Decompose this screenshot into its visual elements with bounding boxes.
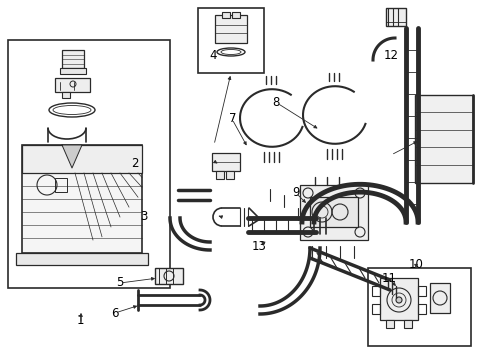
Bar — [8, 40, 170, 288]
Text: 4: 4 — [208, 49, 216, 62]
Text: 13: 13 — [251, 240, 266, 253]
Bar — [22, 145, 142, 253]
Text: 10: 10 — [407, 258, 422, 271]
Bar — [215, 15, 246, 43]
Bar — [60, 68, 86, 74]
Bar — [222, 12, 229, 18]
Bar — [385, 8, 405, 26]
Bar — [429, 283, 449, 313]
Circle shape — [395, 297, 401, 303]
Text: 11: 11 — [381, 273, 395, 285]
Bar — [55, 78, 90, 92]
Bar — [62, 50, 84, 68]
Text: 3: 3 — [140, 210, 148, 222]
Bar — [385, 320, 393, 328]
Bar — [417, 286, 425, 296]
Bar — [403, 320, 411, 328]
Text: 7: 7 — [228, 112, 236, 125]
Polygon shape — [62, 145, 82, 168]
Text: 5: 5 — [116, 276, 123, 289]
Bar — [417, 304, 425, 314]
Bar — [371, 286, 379, 296]
Bar — [155, 268, 183, 284]
Bar — [309, 197, 357, 227]
Bar — [379, 278, 417, 320]
Bar — [299, 185, 367, 240]
Bar — [16, 253, 148, 265]
Text: 1: 1 — [77, 314, 84, 327]
Bar — [62, 92, 70, 98]
Text: 6: 6 — [111, 307, 119, 320]
Text: 8: 8 — [272, 96, 280, 109]
Bar — [231, 12, 240, 18]
Bar — [367, 268, 470, 346]
Text: 9: 9 — [291, 186, 299, 199]
Bar — [371, 304, 379, 314]
Bar — [22, 145, 142, 173]
Bar — [369, 8, 421, 36]
Bar — [216, 171, 224, 179]
Bar — [225, 171, 234, 179]
Text: 2: 2 — [130, 157, 138, 170]
Bar — [198, 8, 264, 73]
Bar — [212, 153, 240, 171]
Bar — [414, 95, 472, 183]
Bar — [55, 178, 67, 192]
Text: 12: 12 — [383, 49, 398, 62]
